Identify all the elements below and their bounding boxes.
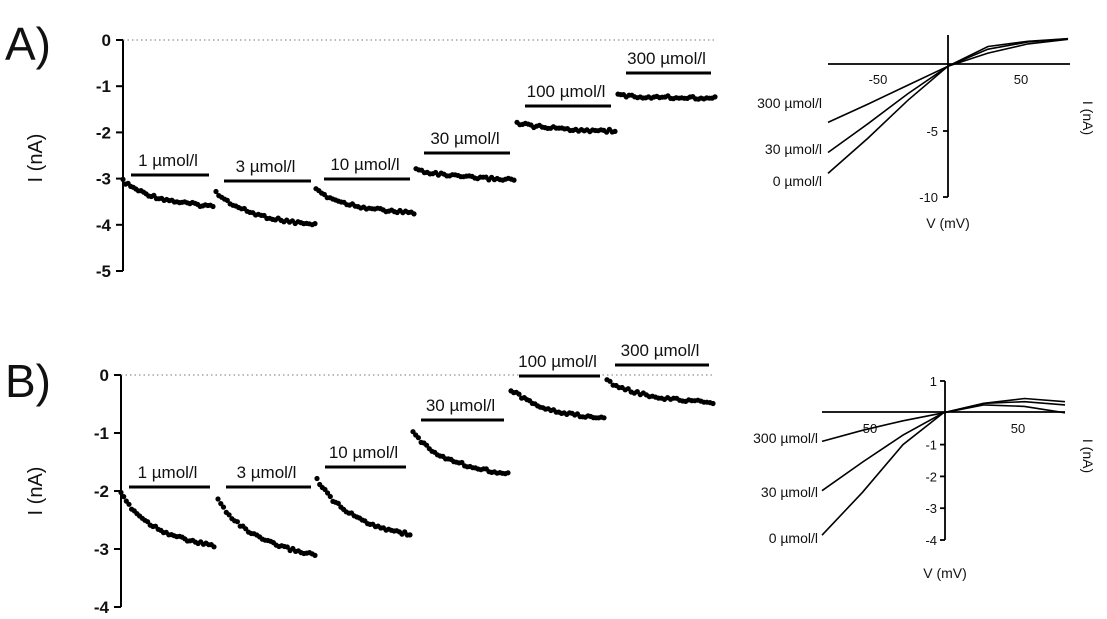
iv-y-tick-a-0: -5 (926, 124, 938, 139)
b-iv-y-tick-1: -1 (925, 438, 937, 453)
b-point-3-2 (415, 435, 421, 441)
b-y-tick-1: -1 (94, 424, 109, 443)
b-iv-trace-1 (821, 400, 1066, 492)
iv-x-tick-a-0: -50 (869, 72, 888, 87)
panel-label-a: A) (5, 18, 51, 70)
iv-series-label-b-0: 300 µmol/l (753, 430, 818, 446)
y-axis-label-a: I (nA) (25, 134, 47, 183)
b-point-1-1 (218, 501, 224, 507)
a-y-tick-2: -2 (96, 123, 111, 142)
b-point-2-4 (325, 490, 331, 496)
b-iv-y-tick-4: -4 (925, 533, 937, 548)
a-y-tick-4: -4 (96, 216, 112, 235)
a-y-tick-3: -3 (96, 170, 111, 189)
iv-y-label-b: I (nA) (1080, 439, 1096, 473)
b-point-2-5 (327, 493, 333, 500)
concentration-bars-a: 1 µmol/l 3 µmol/l 10 µmol/l 30 µmol/l 100 µm… (131, 49, 711, 183)
a-iv-trace-2 (827, 37, 1069, 174)
b-point-0-3 (126, 501, 132, 507)
iv-series-label-a-2: 0 µmol/l (773, 173, 822, 189)
iv-y-tick-a-1: -10 (919, 190, 938, 205)
b-point-3-5 (424, 442, 430, 448)
iv-x-label-b: V (mV) (923, 565, 967, 581)
data-points-a (120, 91, 718, 228)
a-bar-label-1: 3 µmol/l (236, 157, 296, 176)
a-bar-label-5: 300 µmol/l (627, 49, 706, 68)
iv-series-label-b-2: 0 µmol/l (769, 530, 818, 546)
panel-a: A) I (nA) 0 -1 -2 -3 -4 -5 1 µmol/l 3 µmol/l 10… (5, 18, 718, 281)
a-bar-label-0: 1 µmol/l (138, 151, 198, 170)
b-point-1-4 (226, 512, 232, 518)
iv-series-label-a-1: 30 µmol/l (765, 141, 822, 157)
a-point-0-35 (210, 203, 216, 210)
iv-x-label-a: V (mV) (926, 215, 970, 231)
iv-inset-a: -50 50 -5 -10 V (mV) I (nA) 300 µmol/l 3… (757, 35, 1096, 231)
iv-x-tick-b-1: 50 (1011, 421, 1025, 436)
b-point-3-35 (505, 470, 511, 476)
panel-label-b: B) (5, 355, 51, 407)
b-point-1-35 (312, 552, 318, 559)
b-bar-label-0: 1 µmol/l (138, 463, 198, 482)
a-point-1-0 (213, 188, 219, 195)
b-bar-label-3: 30 µmol/l (426, 396, 495, 415)
a-point-4-35 (612, 128, 618, 134)
b-bar-label-2: 10 µmol/l (329, 443, 398, 462)
b-point-2-35 (407, 532, 413, 538)
a-y-tick-0: 0 (102, 31, 111, 50)
a-point-1-35 (312, 221, 318, 227)
iv-x-tick-a-1: 50 (1014, 72, 1028, 87)
a-point-1-4 (224, 197, 230, 203)
b-point-1-2 (220, 504, 227, 510)
b-bar-label-1: 3 µmol/l (237, 463, 297, 482)
b-iv-y-tick-2: -2 (925, 469, 937, 484)
b-y-tick-3: -3 (94, 540, 109, 559)
b-point-5-1 (607, 378, 613, 384)
a-y-tick-1: -1 (96, 77, 111, 96)
a-bar-label-3: 30 µmol/l (430, 129, 499, 148)
iv-y-ticks-b: 1 -1 -2 -3 -4 (925, 374, 945, 548)
b-y-tick-2: -2 (94, 482, 109, 501)
panel-b: B) I (nA) 0 -1 -2 -3 -4 1 µmol/l 3 µmol/l 10 µ… (5, 341, 716, 617)
a-point-0-0 (120, 176, 126, 182)
concentration-bars-b: 1 µmol/l 3 µmol/l 10 µmol/l 30 µmol/l 100 µm… (129, 341, 709, 489)
iv-y-label-a: I (nA) (1080, 101, 1096, 135)
b-y-tick-0: 0 (100, 366, 109, 385)
y-ticks-b: 0 -1 -2 -3 -4 (94, 366, 121, 617)
b-iv-trace-2 (821, 404, 1066, 536)
b-point-0-1 (121, 494, 127, 500)
a-bar-label-4: 100 µmol/l (527, 82, 606, 101)
b-point-2-8 (335, 500, 341, 506)
b-point-2-0 (314, 475, 320, 482)
y-ticks-a: 0 -1 -2 -3 -4 -5 (96, 31, 123, 281)
b-iv-trace-0 (821, 397, 1066, 443)
b-point-1-7 (234, 519, 240, 525)
data-points-b (118, 377, 716, 559)
iv-series-label-b-1: 30 µmol/l (761, 484, 818, 500)
b-point-0-0 (118, 489, 124, 496)
b-iv-y-tick-0: 1 (930, 374, 937, 389)
a-point-5-35 (712, 94, 718, 100)
iv-inset-b: 50 50 1-1-2-3-4 V (mV) I (nA) 300 µmol/l… (753, 374, 1096, 581)
iv-traces-b (821, 397, 1066, 536)
a-point-2-35 (411, 211, 417, 217)
b-point-4-35 (601, 415, 607, 421)
b-point-0-35 (211, 544, 217, 550)
b-point-4-3 (516, 391, 522, 397)
b-iv-y-tick-3: -3 (925, 501, 937, 516)
b-bar-label-4: 100 µmol/l (518, 352, 597, 371)
b-bar-label-5: 300 µmol/l (621, 341, 700, 360)
iv-series-label-a-0: 300 µmol/l (757, 95, 822, 111)
b-point-5-35 (710, 400, 716, 407)
a-point-3-35 (511, 177, 517, 183)
b-point-1-25 (284, 544, 290, 550)
b-point-5-7 (625, 386, 631, 392)
a-bar-label-2: 10 µmol/l (330, 155, 399, 174)
a-y-tick-5: -5 (96, 262, 111, 281)
b-y-tick-4: -4 (94, 598, 110, 617)
iv-traces-a (827, 37, 1069, 174)
b-point-1-0 (215, 496, 221, 502)
y-axis-label-b: I (nA) (25, 467, 47, 516)
